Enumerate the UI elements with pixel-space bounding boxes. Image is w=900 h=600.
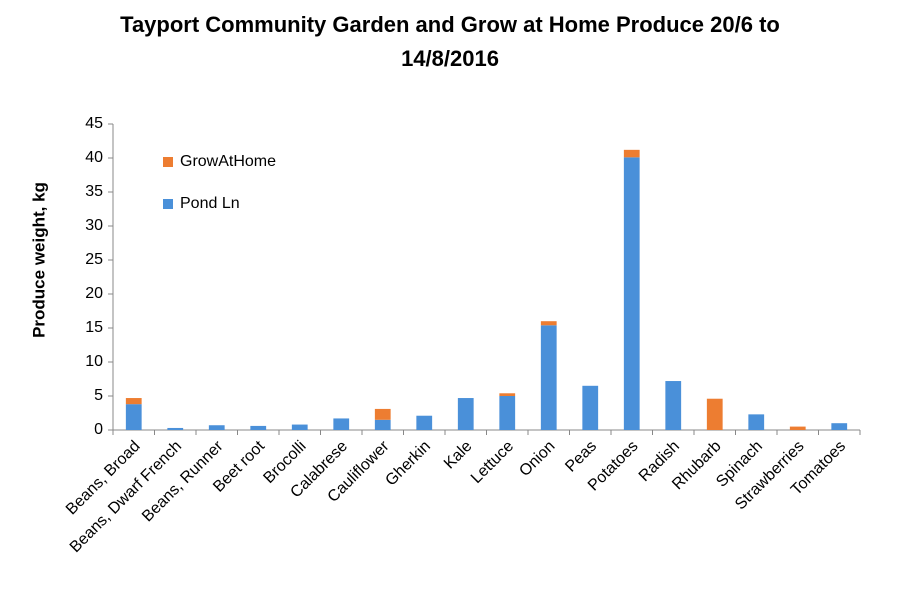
y-tick-label: 45: [85, 115, 103, 132]
legend-label: GrowAtHome: [180, 153, 276, 170]
bar-segment: [499, 393, 516, 396]
bar-segment: [374, 419, 391, 430]
bar-segment: [125, 398, 142, 405]
bar-segment: [665, 381, 682, 430]
bar-segment: [457, 398, 474, 430]
y-tick-label: 40: [85, 149, 103, 166]
bar-segment: [333, 418, 350, 430]
bar-segment: [623, 157, 640, 430]
bar-segment: [789, 426, 806, 430]
x-tick-label: Kale: [441, 438, 476, 473]
y-tick-label: 10: [85, 353, 103, 370]
legend-swatch: [163, 157, 173, 167]
bar-segment: [291, 424, 308, 430]
bar-segment: [499, 396, 516, 430]
x-tick-label: Peas: [562, 438, 600, 476]
bar-segment: [582, 385, 599, 430]
y-tick-label: 30: [85, 217, 103, 234]
bar-segment: [706, 398, 723, 430]
y-tick-label: 35: [85, 183, 103, 200]
x-tick-label: Lettuce: [468, 438, 517, 487]
x-tick-label: Onion: [516, 438, 558, 480]
bar-segment: [250, 425, 267, 430]
bar-segment: [540, 321, 557, 326]
bar-segment: [125, 404, 142, 430]
y-tick-label: 20: [85, 285, 103, 302]
bar-segment: [416, 415, 433, 430]
bar-segment: [167, 427, 184, 430]
y-axis-label: Produce weight, kg: [29, 182, 48, 338]
legend-swatch: [163, 199, 173, 209]
bar-segment: [208, 425, 225, 430]
y-tick-label: 15: [85, 319, 103, 336]
y-tick-label: 0: [94, 421, 103, 438]
bar-segment: [748, 414, 765, 430]
y-tick-label: 25: [85, 251, 103, 268]
legend-label: Pond Ln: [180, 195, 240, 212]
bar-segment: [831, 423, 848, 430]
bar-segment: [374, 408, 391, 420]
chart-title: Tayport Community Garden and Grow at Hom…: [120, 12, 780, 71]
y-tick-label: 5: [94, 387, 103, 404]
bar-segment: [623, 149, 640, 158]
x-tick-label: Gherkin: [382, 438, 434, 490]
bar-segment: [540, 325, 557, 430]
